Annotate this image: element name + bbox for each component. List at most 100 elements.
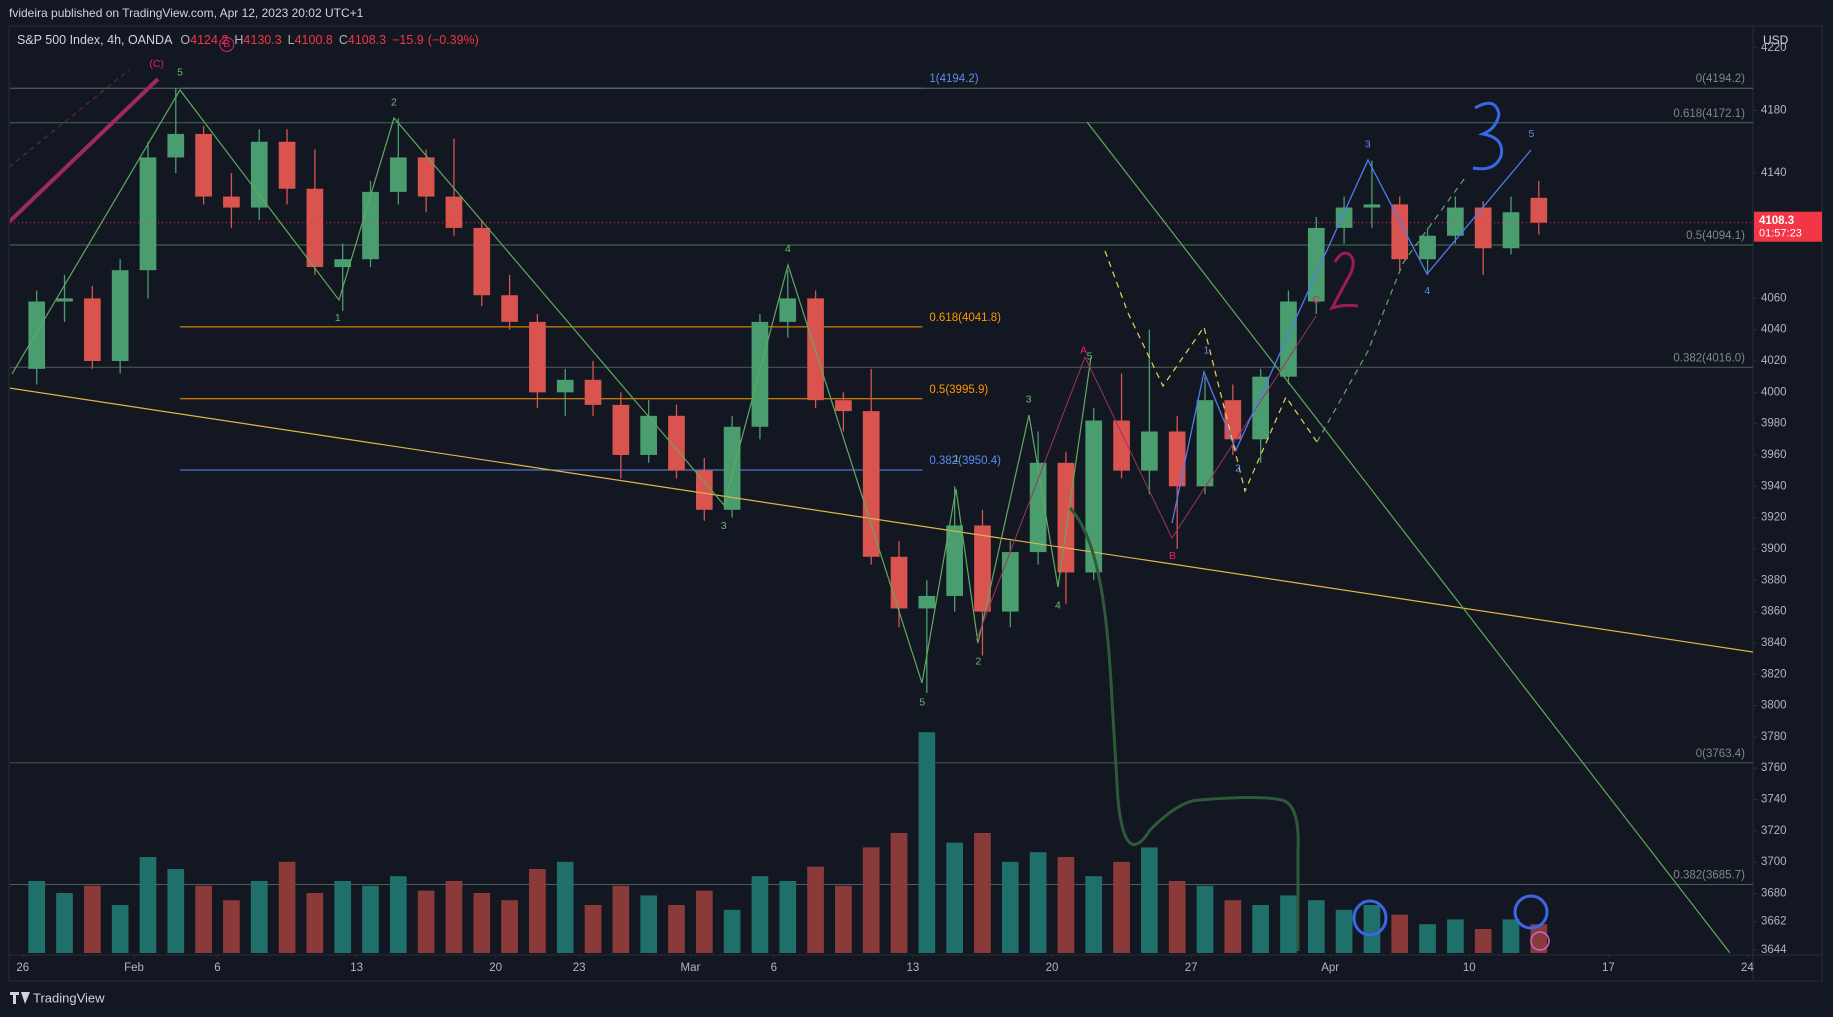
change: −15.9 [392, 33, 424, 47]
ohlc-value: 4108.3 [348, 33, 386, 47]
ohlc-value: 4130.3 [243, 33, 281, 47]
wave-label: 1 [335, 312, 341, 324]
wave-line [921, 356, 1092, 684]
volume-bar [334, 881, 352, 953]
wave-label: B [223, 38, 230, 50]
volume-bar [556, 861, 574, 953]
candle-body [835, 400, 852, 412]
x-tick-label: 17 [1602, 962, 1615, 974]
y-tick-label: 3940 [1761, 480, 1787, 492]
fib-label: 1(4194.2) [929, 73, 978, 85]
candle-body [1085, 420, 1103, 573]
ohlc-prefix: L [288, 33, 295, 47]
volume-bar [668, 905, 685, 953]
annotation-circle [219, 36, 235, 52]
y-tick-label: 3880 [1761, 574, 1787, 586]
candle-body [473, 227, 491, 296]
volume-bar [1057, 857, 1075, 953]
volume-bar [1224, 900, 1242, 953]
candle-body [334, 259, 352, 268]
volume-bar [1280, 895, 1297, 953]
volume-bar [751, 876, 769, 953]
candle-body [556, 379, 574, 393]
volume-bar [1447, 919, 1464, 953]
candle-body [223, 196, 240, 208]
candle-body [1530, 197, 1548, 223]
wave-line [10, 77, 160, 224]
x-tick-label: 13 [907, 962, 920, 974]
projection-line [1316, 174, 1468, 443]
wave-label: 2 [1235, 463, 1241, 475]
candle-body [1419, 235, 1436, 260]
footer-brand: TradingView [33, 990, 105, 1005]
volume-bar [695, 890, 713, 953]
wave-label: 5 [1087, 350, 1093, 362]
wave-label: 4 [1424, 285, 1430, 297]
fib-label: 0.618(4172.1) [1673, 108, 1745, 120]
y-tick-label: 3680 [1761, 888, 1787, 900]
candle-body [111, 270, 129, 362]
candle-body [1474, 207, 1492, 249]
volume-bar [890, 833, 908, 953]
volume-bar [223, 900, 240, 953]
candle-body [1168, 431, 1186, 487]
volume-bar [779, 881, 797, 953]
candle-body [779, 298, 797, 322]
candle-body [83, 298, 101, 362]
candle-body [1001, 552, 1019, 612]
candle-body [890, 556, 908, 609]
candle-body [612, 404, 630, 455]
fib-label: 0.5(3995.9) [929, 384, 988, 396]
ohlc-prefix: O [180, 33, 190, 47]
wave-label: 5 [1528, 128, 1534, 140]
candle-body [1252, 376, 1269, 440]
hand-drawing [1472, 101, 1504, 171]
fib-label: 0.618(4041.8) [929, 312, 1001, 324]
candle-body [1447, 207, 1464, 236]
price-tag-value: 4108.3 [1759, 215, 1794, 227]
y-tick-label: 3900 [1761, 543, 1787, 555]
volume-bar [529, 869, 546, 953]
volume-bar [1530, 924, 1548, 953]
wave-label: 2 [391, 97, 397, 109]
candle-body [695, 470, 713, 510]
volume-bar [974, 833, 991, 953]
wave-label: 3 [721, 520, 727, 532]
x-tick-label: 13 [350, 962, 363, 974]
y-tick-label: 4140 [1761, 167, 1787, 179]
wave-label: 3 [1365, 139, 1371, 151]
currency: USD [1763, 33, 1789, 47]
volume-bar [278, 861, 296, 953]
published-note: fvideira published on TradingView.com, A… [9, 6, 364, 20]
projection-line [1104, 250, 1318, 493]
volume-bar [1141, 847, 1158, 953]
candle-body [1307, 227, 1325, 302]
wave-label: 5 [177, 66, 183, 78]
y-tick-label: 3700 [1761, 856, 1787, 868]
symbol: S&P 500 Index, 4h, OANDA [17, 33, 173, 47]
candle-body [167, 133, 185, 158]
y-tick-label: 3760 [1761, 762, 1787, 774]
x-tick-label: 20 [489, 962, 502, 974]
trend-line [1086, 121, 1731, 953]
wave-label: 1 [953, 453, 959, 465]
candle-body [306, 188, 324, 268]
volume-bar [1029, 852, 1047, 953]
volume-bar [167, 869, 185, 953]
wave-line [1171, 149, 1532, 524]
x-tick-label: 6 [214, 962, 220, 974]
volume-bar [1307, 900, 1325, 953]
y-tick-label: 3920 [1761, 512, 1787, 524]
event-icon[interactable] [1530, 931, 1550, 951]
candle-body [1280, 301, 1297, 377]
y-tick-label: 3780 [1761, 731, 1787, 743]
wave-label: 2 [976, 655, 982, 667]
volume-bar [1001, 861, 1019, 953]
candle-body [529, 321, 546, 393]
price-tag [1754, 211, 1822, 242]
candle-body [278, 141, 296, 189]
ohlc-prefix: C [339, 33, 348, 47]
volume-bar [501, 900, 518, 953]
